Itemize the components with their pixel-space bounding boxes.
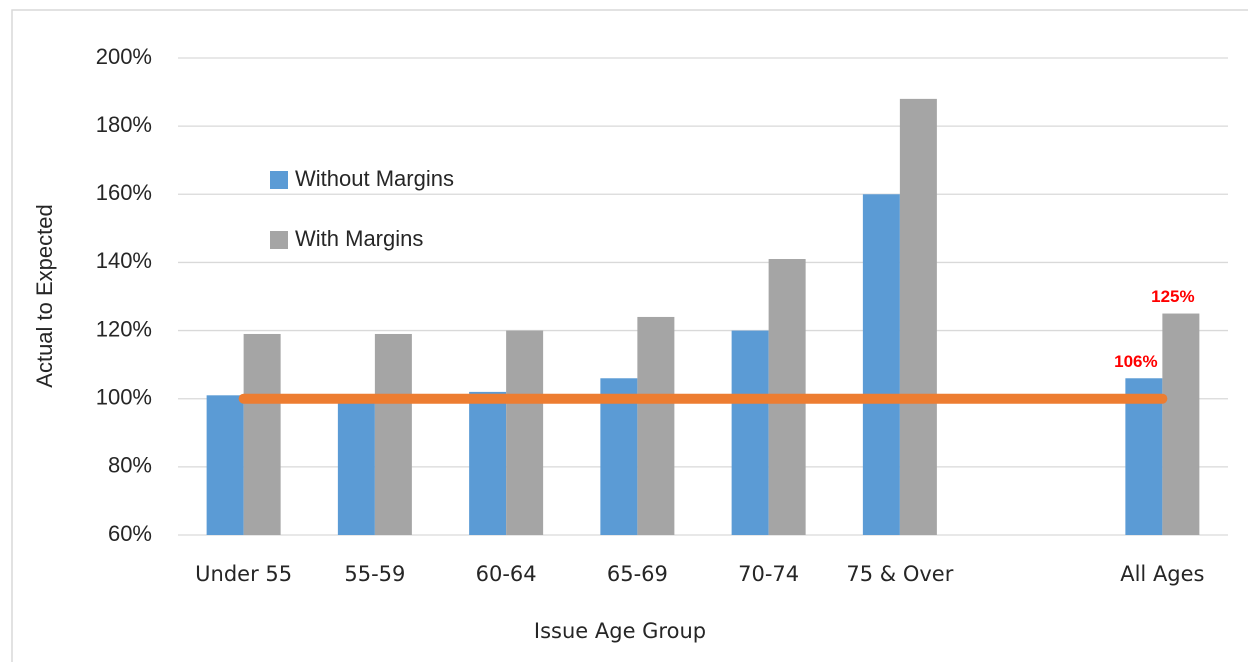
bar	[600, 378, 638, 535]
value-label: 125%	[1151, 287, 1194, 306]
bar	[243, 333, 281, 535]
bar	[637, 316, 675, 535]
bar	[206, 395, 244, 535]
x-tick-label: 60-64	[476, 562, 537, 586]
x-tick-label: 75 & Over	[846, 562, 953, 586]
y-tick-label: 100%	[96, 385, 152, 410]
bar	[1162, 313, 1200, 535]
y-tick-label: 160%	[96, 180, 152, 205]
legend-label: With Margins	[295, 226, 423, 251]
x-tick-label: 70-74	[738, 562, 799, 586]
y-axis-label: Actual to Expected	[32, 204, 57, 387]
bar	[862, 194, 900, 536]
bar	[374, 333, 412, 535]
y-tick-label: 120%	[96, 316, 152, 341]
x-tick-label: All Ages	[1120, 562, 1204, 586]
bar	[337, 402, 375, 535]
value-label: 106%	[1114, 352, 1157, 371]
x-tick-label: 55-59	[344, 562, 405, 586]
y-tick-label: 180%	[96, 112, 152, 137]
bar	[506, 330, 544, 535]
legend-swatch	[270, 231, 288, 249]
y-tick-label: 140%	[96, 248, 152, 273]
y-tick-label: 200%	[96, 44, 152, 69]
bar	[1125, 378, 1163, 535]
y-tick-label: 80%	[108, 453, 152, 478]
bar	[469, 391, 507, 535]
x-tick-label: Under 55	[195, 562, 292, 586]
legend-swatch	[270, 171, 288, 189]
bar	[899, 98, 937, 535]
x-axis-label: Issue Age Group	[534, 619, 706, 643]
bar	[731, 330, 769, 535]
x-tick-label: 65-69	[607, 562, 668, 586]
chart-frame	[11, 9, 1248, 667]
y-tick-label: 60%	[108, 521, 152, 546]
legend-label: Without Margins	[295, 166, 454, 191]
